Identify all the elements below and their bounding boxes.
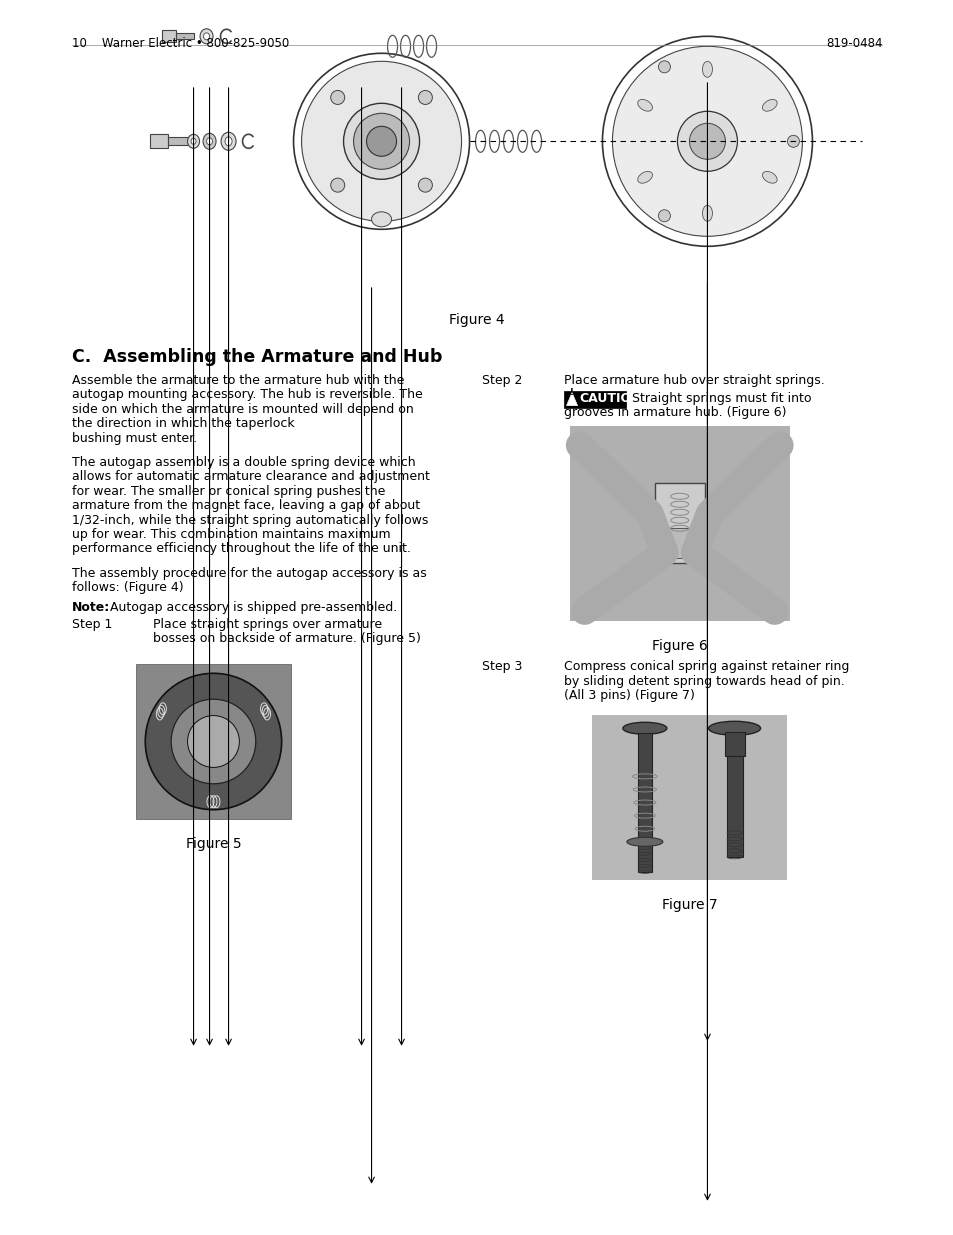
Circle shape (188, 715, 239, 767)
Circle shape (658, 61, 670, 73)
Text: 819-0484: 819-0484 (825, 37, 882, 49)
Circle shape (689, 124, 724, 159)
Text: Step 3: Step 3 (481, 661, 522, 673)
Ellipse shape (188, 135, 199, 148)
Text: (All 3 pins) (Figure 7): (All 3 pins) (Figure 7) (563, 689, 694, 703)
Ellipse shape (203, 33, 210, 40)
Text: The assembly procedure for the autogap accessory is as: The assembly procedure for the autogap a… (71, 567, 426, 580)
Text: the direction in which the taperlock: the direction in which the taperlock (71, 417, 294, 430)
Text: !: ! (570, 388, 574, 396)
Circle shape (343, 104, 419, 179)
Circle shape (331, 178, 344, 193)
Circle shape (677, 111, 737, 172)
Ellipse shape (203, 133, 215, 149)
Circle shape (658, 210, 670, 222)
Ellipse shape (637, 99, 652, 111)
Ellipse shape (200, 28, 213, 43)
Ellipse shape (221, 132, 235, 151)
Text: side on which the armature is mounted will depend on: side on which the armature is mounted wi… (71, 403, 413, 416)
Text: bushing must enter.: bushing must enter. (71, 431, 196, 445)
Circle shape (171, 699, 255, 784)
Ellipse shape (761, 172, 777, 183)
Text: Autogap accessory is shipped pre-assembled.: Autogap accessory is shipped pre-assembl… (110, 600, 396, 614)
Text: for wear. The smaller or conical spring pushes the: for wear. The smaller or conical spring … (71, 485, 384, 498)
Ellipse shape (626, 837, 662, 846)
Circle shape (601, 36, 812, 246)
Bar (71, 30, 882, 295)
Circle shape (418, 178, 432, 193)
Circle shape (301, 62, 461, 221)
Text: Step 2: Step 2 (481, 374, 522, 387)
Text: Place armature hub over straight springs.: Place armature hub over straight springs… (563, 374, 823, 387)
Circle shape (366, 126, 396, 157)
Text: by sliding detent spring towards head of pin.: by sliding detent spring towards head of… (563, 674, 843, 688)
Circle shape (418, 90, 432, 105)
Ellipse shape (622, 722, 666, 735)
Bar (659, 529, 699, 558)
Text: follows: (Figure 4): follows: (Figure 4) (71, 582, 183, 594)
Bar (654, 483, 704, 563)
Text: 1/32-inch, while the straight spring automatically follows: 1/32-inch, while the straight spring aut… (71, 514, 428, 526)
Text: Figure 5: Figure 5 (186, 837, 241, 851)
Bar (161, 31, 175, 42)
Circle shape (294, 53, 469, 230)
Text: 10    Warner Electric • 800-825-9050: 10 Warner Electric • 800-825-9050 (71, 37, 289, 49)
Polygon shape (566, 393, 577, 405)
Bar (150, 135, 168, 148)
Ellipse shape (701, 62, 712, 78)
Bar (569, 426, 789, 621)
Bar (175, 33, 193, 40)
Text: Assemble the armature to the armature hub with the: Assemble the armature to the armature hu… (71, 374, 403, 387)
Bar (726, 756, 741, 857)
Bar (168, 137, 190, 146)
Text: performance efficiency throughout the life of the unit.: performance efficiency throughout the li… (71, 542, 410, 556)
Bar (136, 664, 291, 819)
Bar (563, 390, 625, 408)
Text: Straight springs must fit into: Straight springs must fit into (631, 391, 810, 405)
Circle shape (331, 90, 344, 105)
Ellipse shape (637, 172, 652, 183)
Text: Figure 6: Figure 6 (651, 638, 707, 653)
Text: grooves in armature hub. (Figure 6): grooves in armature hub. (Figure 6) (563, 406, 785, 419)
Ellipse shape (701, 205, 712, 221)
Ellipse shape (225, 137, 232, 146)
Text: allows for automatic armature clearance and adjustment: allows for automatic armature clearance … (71, 471, 429, 483)
Circle shape (354, 114, 409, 169)
Text: Figure 7: Figure 7 (661, 898, 717, 913)
Text: C.  Assembling the Armature and Hub: C. Assembling the Armature and Hub (71, 348, 441, 366)
Text: bosses on backside of armature. (Figure 5): bosses on backside of armature. (Figure … (152, 632, 420, 646)
Text: autogap mounting accessory. The hub is reversible. The: autogap mounting accessory. The hub is r… (71, 388, 422, 401)
Bar (724, 732, 743, 756)
Text: Compress conical spring against retainer ring: Compress conical spring against retainer… (563, 661, 848, 673)
Ellipse shape (708, 721, 760, 735)
Ellipse shape (371, 211, 391, 227)
Text: CAUTION: CAUTION (578, 391, 641, 405)
Circle shape (145, 673, 281, 810)
Ellipse shape (761, 99, 777, 111)
Text: Note:: Note: (71, 600, 110, 614)
Text: Figure 4: Figure 4 (449, 312, 504, 327)
Bar (592, 715, 786, 881)
Ellipse shape (191, 138, 196, 144)
Text: armature from the magnet face, leaving a gap of about: armature from the magnet face, leaving a… (71, 499, 419, 513)
Text: up for wear. This combination maintains maximum: up for wear. This combination maintains … (71, 529, 390, 541)
Bar (638, 734, 651, 872)
Circle shape (612, 46, 801, 236)
Ellipse shape (207, 138, 213, 144)
Circle shape (786, 136, 799, 147)
Text: Step 1: Step 1 (71, 618, 112, 631)
Text: Place straight springs over armature: Place straight springs over armature (152, 618, 382, 631)
Text: The autogap assembly is a double spring device which: The autogap assembly is a double spring … (71, 456, 415, 469)
